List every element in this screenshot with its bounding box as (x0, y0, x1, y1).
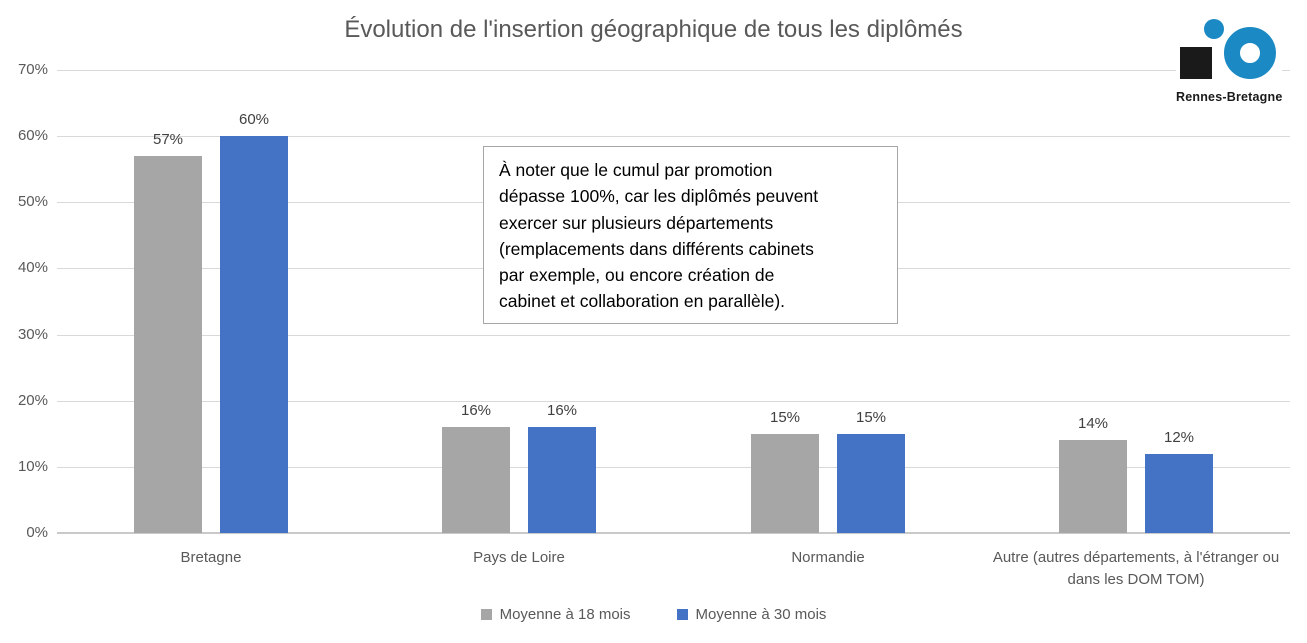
y-axis-tick-label: 60% (17, 127, 48, 144)
logo: Rennes-Bretagne (1176, 14, 1282, 106)
legend-item: Moyenne à 18 mois (480, 606, 631, 623)
legend-swatch-icon (676, 609, 688, 620)
category-label: Bretagne (180, 549, 242, 566)
y-axis-tick-label: 50% (17, 193, 48, 210)
value-label: 60% (238, 111, 270, 128)
bar-series-1 (1145, 454, 1213, 533)
y-axis-tick-label: 20% (17, 392, 48, 409)
legend-item: Moyenne à 30 mois (676, 606, 827, 623)
x-axis-line (57, 532, 1290, 534)
y-axis-tick-label: 40% (17, 259, 48, 276)
chart-title: Évolution de l'insertion géographique de… (344, 16, 963, 43)
bar-series-1 (528, 427, 596, 533)
gridline (57, 70, 1290, 71)
logo-blue-donut-icon (1224, 27, 1276, 79)
logo-text: Rennes-Bretagne (1176, 90, 1283, 104)
category-label: Pays de Loire (473, 549, 565, 566)
y-axis-tick-label: 0% (26, 524, 48, 541)
value-label: 15% (855, 409, 887, 426)
bar-series-1 (837, 434, 905, 533)
logo-black-square-icon (1180, 47, 1212, 79)
value-label: 14% (1077, 415, 1109, 432)
value-label: 12% (1163, 429, 1195, 446)
y-axis-tick-label: 10% (17, 458, 48, 475)
value-label: 57% (152, 131, 184, 148)
logo-blue-dot-icon (1204, 19, 1224, 39)
value-label: 16% (460, 402, 492, 419)
bar-series-0 (1059, 440, 1127, 533)
category-label: Autre (autres départements, à l'étranger… (992, 549, 1280, 588)
gridline (57, 467, 1290, 468)
legend: Moyenne à 18 mois Moyenne à 30 mois (0, 606, 1307, 623)
y-axis-tick-label: 70% (17, 61, 48, 78)
legend-label: Moyenne à 18 mois (499, 606, 631, 623)
category-label: Normandie (791, 549, 865, 566)
value-label: 16% (546, 402, 578, 419)
annotation-box: À noter que le cumul par promotion dépas… (483, 146, 898, 324)
bar-series-0 (134, 156, 202, 533)
gridline (57, 401, 1290, 402)
legend-label: Moyenne à 30 mois (695, 606, 827, 623)
value-label: 15% (769, 409, 801, 426)
bar-series-0 (442, 427, 510, 533)
legend-swatch-icon (480, 609, 492, 620)
bar-series-0 (751, 434, 819, 533)
gridline (57, 335, 1290, 336)
bar-series-1 (220, 136, 288, 533)
y-axis-tick-label: 30% (17, 326, 48, 343)
annotation-text: À noter que le cumul par promotion dépas… (499, 160, 819, 312)
gridline (57, 136, 1290, 137)
